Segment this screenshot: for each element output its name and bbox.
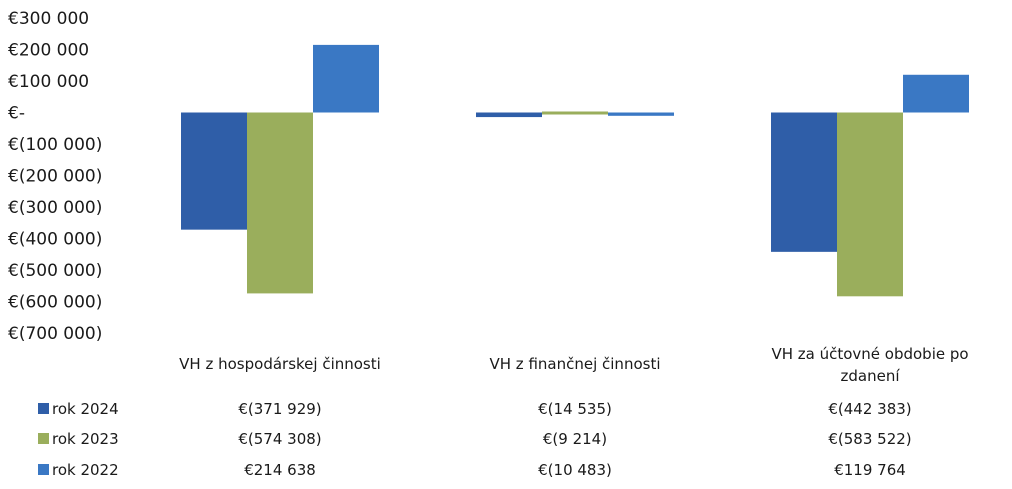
category-label: VH z finančnej činnosti	[490, 355, 661, 373]
data-table-cell: €(574 308)	[238, 430, 321, 448]
category-label: VH z hospodárskej činnosti	[179, 355, 381, 373]
y-tick-label: €(200 000)	[8, 167, 102, 187]
legend-swatch	[38, 464, 49, 475]
y-tick-label: €300 000	[8, 9, 89, 29]
data-table-cell: €(583 522)	[828, 430, 911, 448]
bar-rok-2024-0	[181, 112, 247, 230]
legend-label: rok 2024	[52, 400, 119, 418]
bar-rok-2022-1	[608, 112, 674, 116]
y-tick-label: €(700 000)	[8, 324, 102, 344]
data-table-cell: €(442 383)	[828, 400, 911, 418]
bar-rok-2024-1	[476, 112, 542, 118]
y-tick-label: €(400 000)	[8, 230, 102, 250]
bar-rok-2023-1	[542, 111, 608, 115]
bar-rok-2024-2	[771, 112, 837, 252]
data-table: rok 2024 €(371 929) €(14 535) €(442 383) rok…	[38, 400, 912, 479]
bar-rok-2022-2	[903, 74, 969, 113]
legend-swatch	[38, 403, 49, 414]
legend-label: rok 2023	[52, 430, 119, 448]
y-tick-label: €(500 000)	[8, 261, 102, 281]
y-axis: €300 000 €200 000 €100 000 €- €(100 000) €(20…	[8, 9, 102, 344]
bar-rok-2023-2	[837, 112, 903, 297]
data-table-cell: €(14 535)	[538, 400, 612, 418]
y-tick-label: €100 000	[8, 72, 89, 92]
data-table-cell: €(371 929)	[238, 400, 321, 418]
legend-swatch	[38, 433, 49, 444]
category-label: VH za účtovné obdobie po	[771, 345, 968, 363]
bar-rok-2023-0	[247, 112, 313, 294]
category-labels: VH z hospodárskej činnosti VH z finančnej…	[179, 345, 968, 385]
data-table-cell: €214 638	[244, 461, 316, 479]
plot-area	[181, 44, 969, 297]
bar-rok-2022-0	[313, 44, 379, 113]
y-tick-label: €(300 000)	[8, 198, 102, 218]
legend-label: rok 2022	[52, 461, 119, 479]
data-table-cell: €(9 214)	[543, 430, 607, 448]
data-table-cell: €(10 483)	[538, 461, 612, 479]
y-tick-label: €200 000	[8, 41, 89, 61]
y-tick-label: €(100 000)	[8, 135, 102, 155]
data-table-cell: €119 764	[834, 461, 906, 479]
y-tick-label: €(600 000)	[8, 293, 102, 313]
category-label: zdanení	[841, 367, 901, 385]
y-tick-label: €-	[8, 104, 25, 124]
